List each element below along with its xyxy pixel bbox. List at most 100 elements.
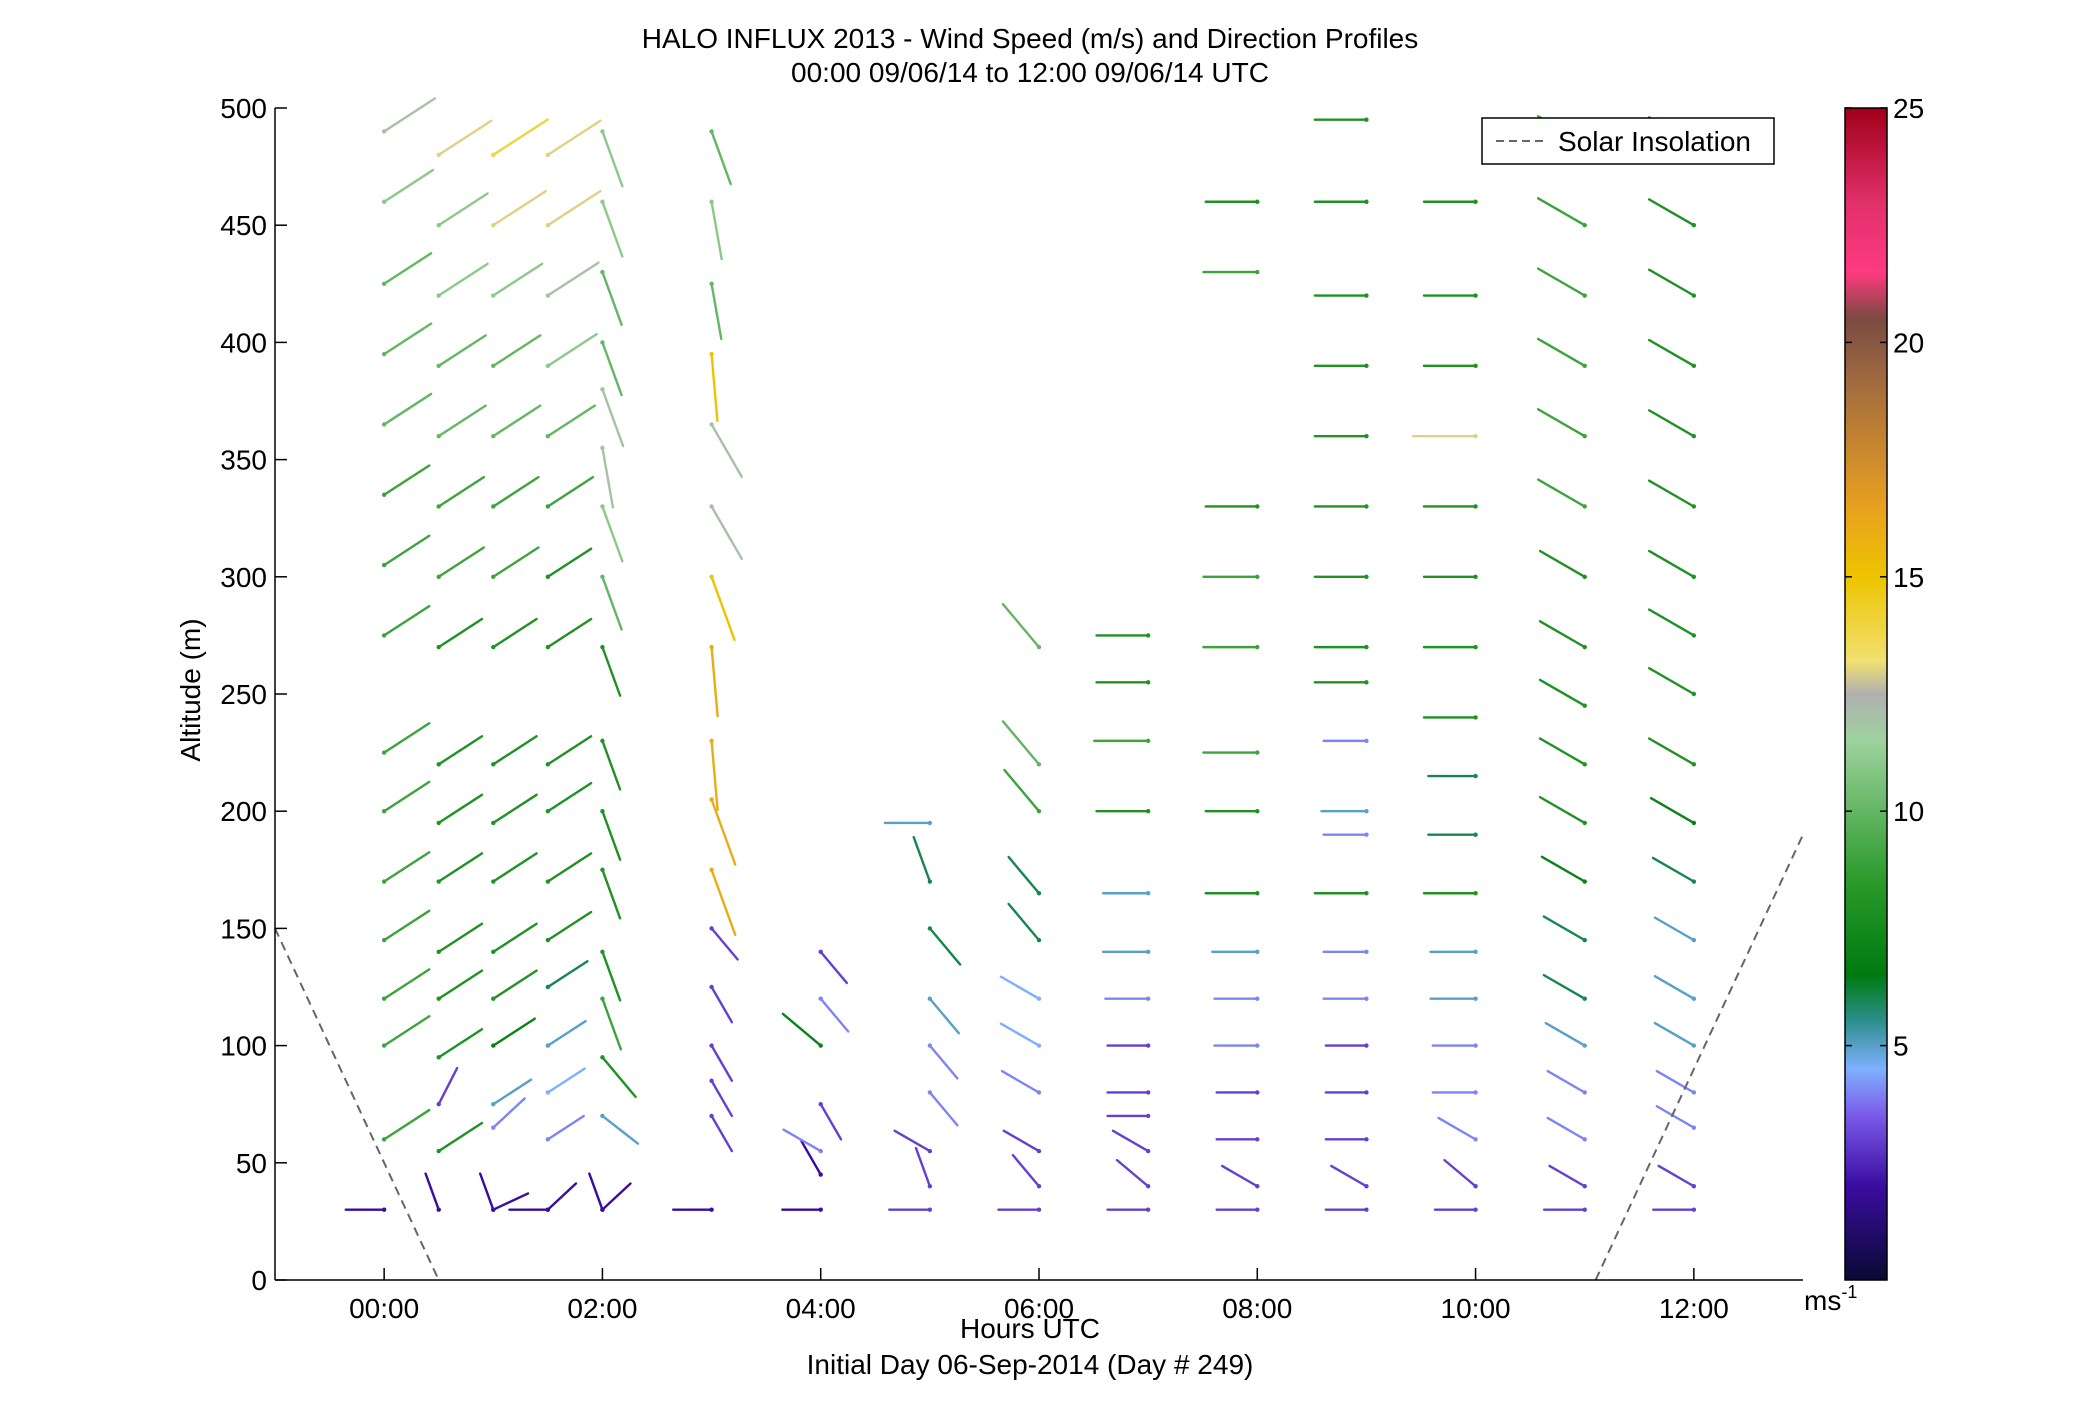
wind-barb-tip — [709, 574, 714, 579]
wind-barbs — [344, 97, 1697, 1212]
wind-barb-tip — [1145, 891, 1151, 896]
wind-barb — [437, 119, 493, 157]
wind-barb-tip — [1473, 199, 1478, 204]
wind-barb-tip — [1255, 1184, 1260, 1189]
wind-barb — [1649, 797, 1696, 825]
wind-barb-tip — [600, 387, 605, 392]
wind-barb-tip — [1473, 832, 1478, 837]
wind-barb — [819, 950, 849, 985]
wind-barb — [382, 392, 433, 426]
wind-barb-tip — [1473, 644, 1478, 650]
wind-barb — [710, 645, 719, 718]
wind-barb — [1115, 1158, 1150, 1188]
wind-barb-tip — [1691, 433, 1697, 439]
wind-barb — [424, 1172, 440, 1211]
wind-barb-tip — [436, 504, 441, 509]
wind-barb-tip — [1255, 1090, 1260, 1095]
wind-barb-tip — [1364, 199, 1369, 204]
wind-barb-tip — [1255, 891, 1260, 896]
wind-barb — [1220, 1164, 1259, 1188]
wind-barb-tip — [1582, 1207, 1587, 1212]
wind-barb — [710, 1044, 734, 1082]
wind-barb — [492, 969, 538, 1000]
wind-barb-tip — [818, 1207, 823, 1212]
wind-barb-tip — [1691, 762, 1697, 767]
wind-barb — [601, 1056, 637, 1099]
wind-barb — [710, 352, 719, 423]
wind-barb — [1538, 549, 1586, 578]
wind-barb — [1538, 795, 1586, 825]
wind-barb — [819, 1102, 843, 1141]
wind-barb-tip — [1364, 1207, 1369, 1212]
wind-barb — [492, 475, 540, 508]
wind-barb-tip — [1691, 691, 1697, 697]
wind-barb-tip — [381, 199, 387, 204]
wind-barb-tip — [1582, 644, 1587, 650]
wind-barb-tip — [491, 574, 496, 579]
wind-barb-tip — [436, 363, 441, 369]
wind-barb — [1542, 915, 1586, 942]
wind-barb-tip — [1582, 820, 1587, 826]
wind-barb-tip — [1691, 1184, 1697, 1189]
wind-barb-tip — [818, 1148, 823, 1154]
wind-barb-tip — [1255, 809, 1260, 814]
wind-barb — [710, 1079, 734, 1118]
wind-barb-tip — [1255, 644, 1260, 650]
wind-barb — [912, 835, 932, 883]
wind-barb-tip — [600, 504, 605, 509]
wind-barb-tip — [1364, 574, 1369, 579]
wind-barb-tip — [381, 281, 387, 286]
wind-barb-tip — [1582, 293, 1587, 298]
wind-barb-tip — [1473, 773, 1478, 779]
wind-barb — [1330, 1164, 1368, 1188]
wind-barb-tip — [545, 363, 551, 369]
wind-barb-tip — [381, 879, 387, 884]
wind-barb — [1657, 1164, 1696, 1188]
wind-barb-tip — [1691, 1090, 1697, 1095]
colorbar-unit-base: ms — [1804, 1285, 1841, 1316]
wind-barb-tip — [545, 984, 551, 990]
wind-barb-tip — [1145, 680, 1151, 685]
wind-barb — [1443, 1158, 1477, 1188]
wind-barb-tip — [1145, 1184, 1151, 1189]
axes: 0 50 100 150 200 250 300 350 400 450 500 00:00 02:00… — [220, 93, 1803, 1324]
wind-barb-tip — [600, 996, 605, 1001]
wind-barb-tip — [927, 1043, 933, 1048]
chart-title: HALO INFLUX 2013 - Wind Speed (m/s) and … — [642, 23, 1419, 54]
wind-barb-tip — [1255, 996, 1260, 1001]
wind-barb-tip — [1364, 680, 1369, 685]
wind-barb-tip — [709, 867, 714, 872]
wind-barb — [1651, 856, 1696, 883]
x-tick-label: 06:00 — [1004, 1293, 1074, 1324]
wind-barb — [546, 1182, 578, 1211]
wind-barb — [437, 334, 487, 368]
wind-barb — [1000, 1069, 1041, 1094]
wind-barb — [710, 200, 723, 261]
wind-barb-tip — [1364, 117, 1369, 122]
wind-barb — [492, 546, 540, 578]
wind-barb — [382, 968, 431, 1000]
wind-barb — [492, 617, 538, 649]
colorbar-tick-label: 10 — [1893, 796, 1924, 827]
wind-barb-tip — [1473, 574, 1478, 579]
wind-barb-tip — [927, 1207, 933, 1212]
wind-barb — [546, 547, 593, 578]
wind-barb — [546, 189, 602, 227]
wind-barb — [492, 735, 538, 766]
wind-barb-tip — [1255, 750, 1260, 755]
wind-barb — [601, 739, 622, 791]
wind-barb — [437, 404, 487, 438]
wind-barb — [710, 927, 739, 961]
y-tick-label: 250 — [220, 679, 267, 710]
wind-barb — [546, 261, 600, 297]
wind-barb-tip — [600, 949, 605, 955]
wind-barb-tip — [600, 1113, 605, 1119]
wind-barb-tip — [545, 433, 551, 439]
wind-barb-tip — [545, 879, 551, 884]
wind-barb — [546, 119, 602, 157]
wind-barb — [1011, 1153, 1041, 1188]
wind-barb-tip — [1145, 1207, 1151, 1212]
wind-barb — [437, 735, 484, 766]
wind-barb-tip — [1364, 996, 1369, 1001]
wind-barb — [601, 810, 622, 861]
